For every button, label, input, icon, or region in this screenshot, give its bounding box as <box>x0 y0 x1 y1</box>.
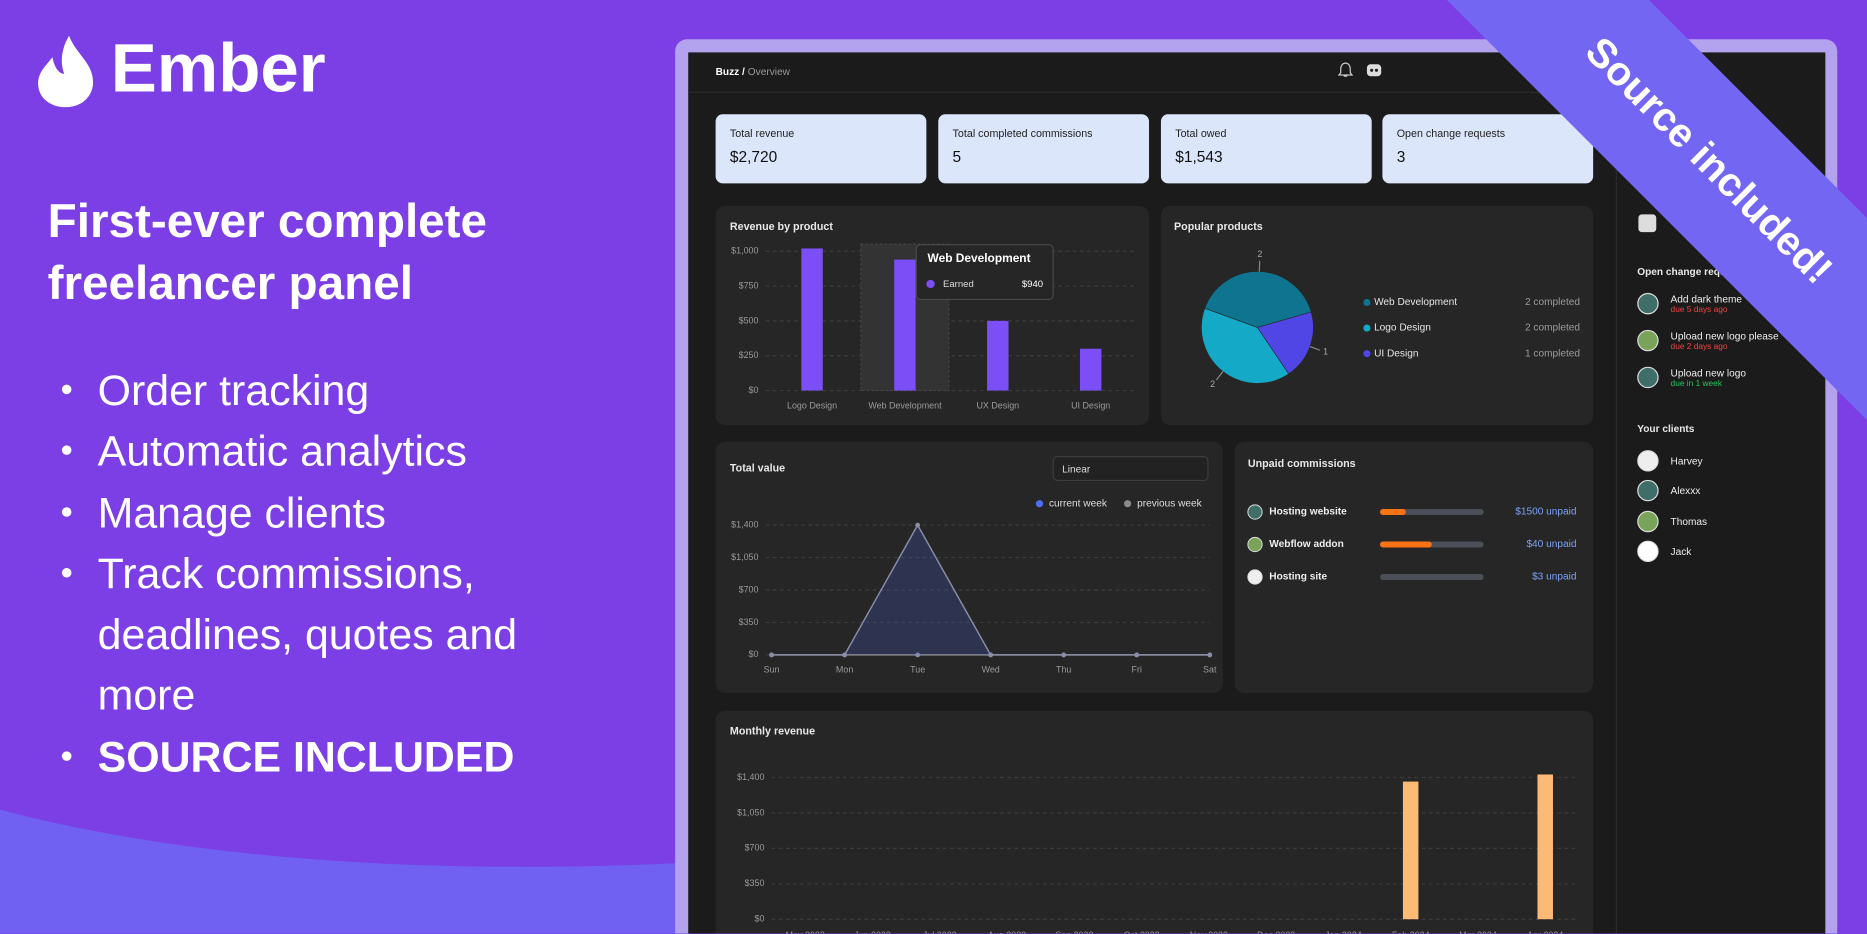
x-tick-label: Web Development <box>868 400 942 410</box>
x-tick-label: Thu <box>1056 665 1071 675</box>
avatar <box>1248 505 1262 519</box>
x-tick-label: Mon <box>836 665 853 675</box>
x-tick-label: Sat <box>1203 665 1217 675</box>
bar <box>1537 774 1552 919</box>
legend-dot <box>1363 324 1370 331</box>
point <box>769 653 774 658</box>
point <box>988 653 993 658</box>
legend-dot <box>1124 500 1131 507</box>
x-tick-label: UI Design <box>1071 400 1110 410</box>
y-tick-label: $0 <box>754 914 764 924</box>
avatar <box>1248 570 1262 584</box>
x-tick-label: Sun <box>764 665 780 675</box>
y-tick-label: $0 <box>749 649 759 659</box>
progress-track <box>1380 574 1484 580</box>
point <box>915 523 920 528</box>
x-tick-label: May 2023 <box>786 930 825 933</box>
progress-fill <box>1380 542 1432 548</box>
legend-dot <box>1363 350 1370 357</box>
tooltip-dot <box>926 280 934 288</box>
y-tick-label: $1,400 <box>737 772 764 782</box>
x-tick-label: Wed <box>982 665 1000 675</box>
bar <box>1403 782 1418 920</box>
x-tick-label: Dec 2023 <box>1257 930 1295 933</box>
y-tick-label: $1,000 <box>731 246 758 256</box>
point <box>1207 653 1212 658</box>
bar <box>987 321 1008 391</box>
legend-label: previous week <box>1137 498 1203 509</box>
pie-label: 2 <box>1210 379 1215 389</box>
point <box>1134 653 1139 658</box>
x-tick-label: Jan 2024 <box>1325 930 1362 933</box>
tooltip-value: $940 <box>1022 279 1043 290</box>
legend-name: Web Development <box>1374 297 1457 308</box>
x-tick-label: Jun 2023 <box>854 930 891 933</box>
x-tick-label: Sep 2023 <box>1055 930 1093 933</box>
bar <box>801 248 822 390</box>
x-tick-label: Mar 2024 <box>1459 930 1497 933</box>
legend-count: 2 completed <box>1525 297 1580 308</box>
tooltip-label: Earned <box>943 279 974 290</box>
x-tick-label: Oct 2023 <box>1123 930 1159 933</box>
x-tick-label: Nov 2023 <box>1190 930 1228 933</box>
y-tick-label: $1,050 <box>731 552 758 562</box>
progress-fill <box>1380 509 1406 515</box>
y-tick-label: $0 <box>749 385 759 395</box>
x-tick-label: Fri <box>1132 665 1142 675</box>
bar <box>1080 349 1101 391</box>
item-amount: $1500 unpaid <box>1515 507 1576 518</box>
x-tick-label: Jul 2023 <box>923 930 957 933</box>
pie-label: 2 <box>1257 249 1262 259</box>
legend-label: current week <box>1049 498 1108 509</box>
y-tick-label: $1,050 <box>737 807 764 817</box>
y-tick-label: $500 <box>739 315 759 325</box>
tooltip-title: Web Development <box>928 252 1031 265</box>
x-tick-label: Aug 2023 <box>988 930 1026 933</box>
x-tick-label: UX Design <box>976 400 1019 410</box>
x-tick-label: Tue <box>910 665 925 675</box>
item-name: Webflow addon <box>1269 539 1344 550</box>
legend-count: 1 completed <box>1525 348 1580 359</box>
y-tick-label: $1,400 <box>731 519 758 529</box>
legend-name: Logo Design <box>1374 323 1431 334</box>
x-tick-label: Apr 2024 <box>1527 930 1563 933</box>
x-tick-label: Feb 2024 <box>1392 930 1430 933</box>
y-tick-label: $250 <box>739 350 759 360</box>
x-tick-label: Logo Design <box>787 400 837 410</box>
pie-leader <box>1310 347 1320 351</box>
pie-leader <box>1216 372 1223 380</box>
item-name: Hosting website <box>1269 507 1347 518</box>
item-amount: $40 unpaid <box>1526 539 1576 550</box>
item-amount: $3 unpaid <box>1532 572 1576 583</box>
y-tick-label: $350 <box>745 878 765 888</box>
legend-name: UI Design <box>1374 348 1418 359</box>
y-tick-label: $750 <box>739 280 759 290</box>
legend-dot <box>1036 500 1043 507</box>
bar <box>894 260 915 391</box>
pie-label: 1 <box>1323 347 1328 357</box>
avatar <box>1248 537 1262 551</box>
point <box>1061 653 1066 658</box>
y-tick-label: $700 <box>739 584 759 594</box>
legend-count: 2 completed <box>1525 323 1580 334</box>
point <box>842 653 847 658</box>
item-name: Hosting site <box>1269 572 1327 583</box>
y-tick-label: $700 <box>745 843 765 853</box>
legend-dot <box>1363 299 1370 306</box>
y-tick-label: $350 <box>739 617 759 627</box>
